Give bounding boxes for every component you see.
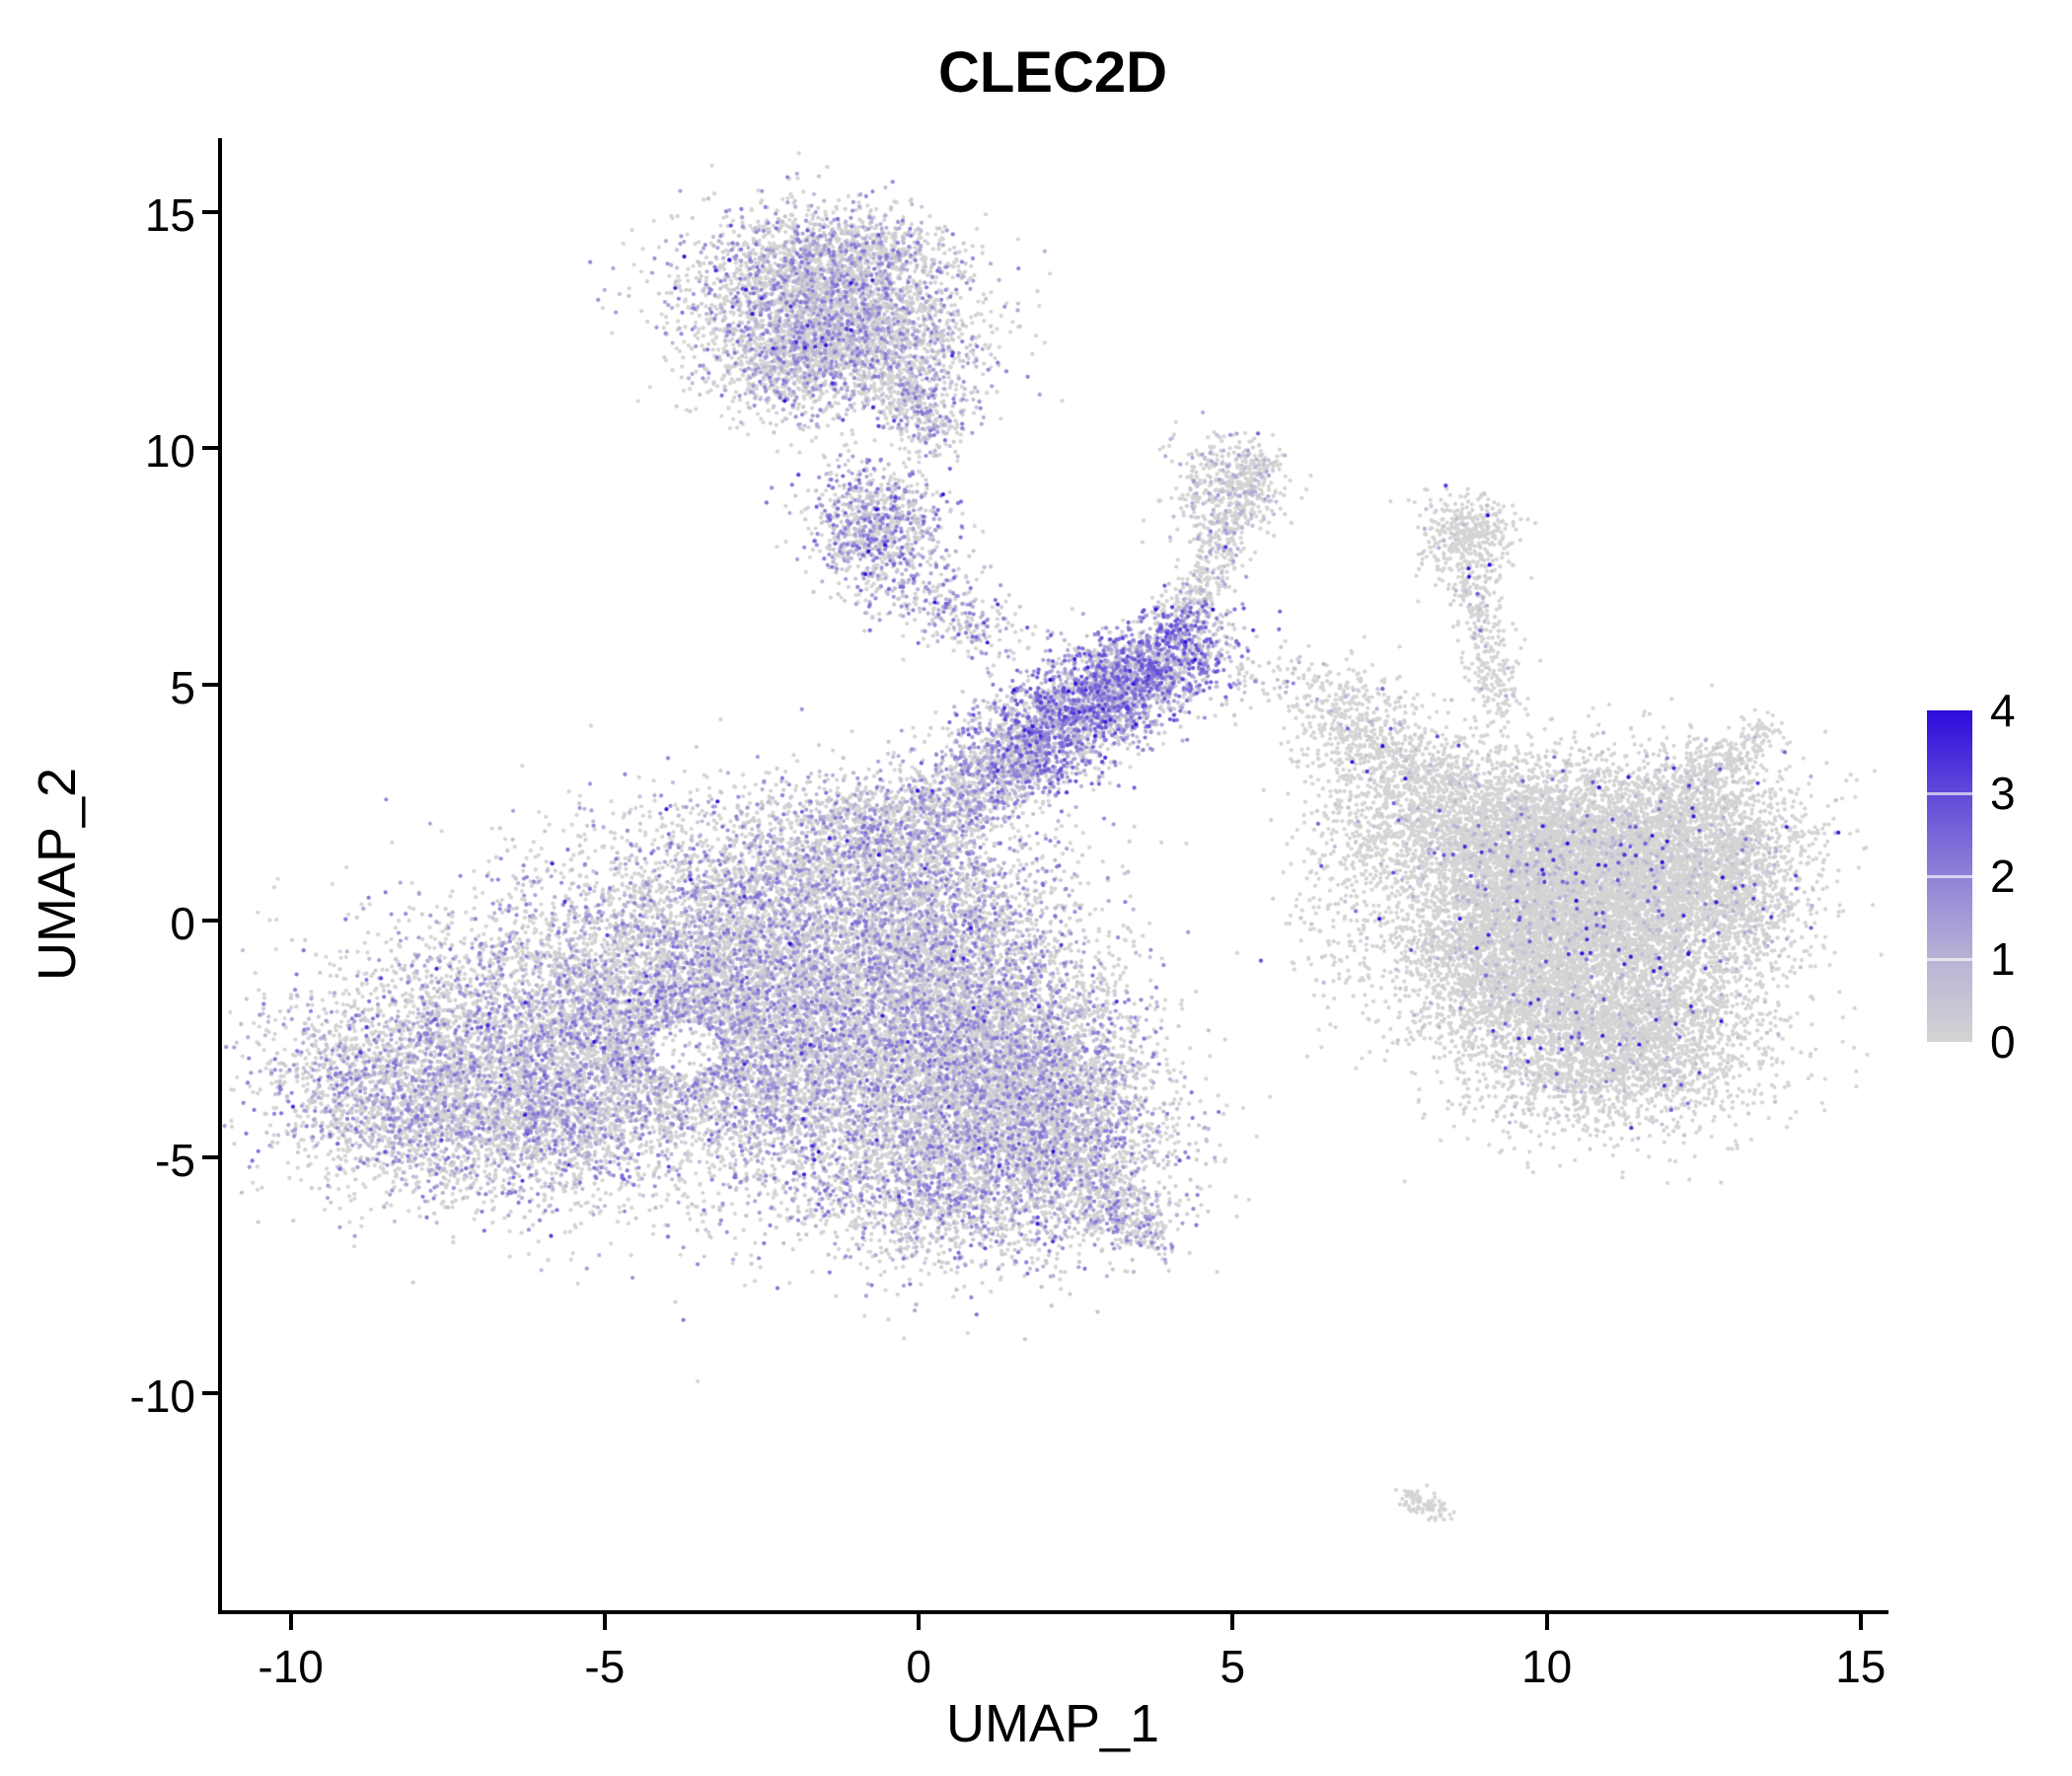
x-tick-mark	[1544, 1614, 1549, 1630]
scatter-canvas	[221, 138, 1885, 1610]
y-tick-label: 15	[144, 188, 195, 241]
y-tick-label: -10	[129, 1370, 195, 1423]
legend-break-label: 0	[1990, 1016, 2016, 1068]
y-tick-label: 0	[170, 898, 195, 950]
y-axis-label: UMAP_2	[28, 767, 87, 982]
legend-break-tick	[1927, 792, 1972, 795]
x-tick-label: 15	[1835, 1641, 1887, 1692]
x-tick-label: -10	[258, 1641, 324, 1692]
y-axis-line	[218, 138, 222, 1614]
y-tick-label: 5	[170, 661, 195, 713]
x-tick-label: -5	[584, 1641, 626, 1692]
x-tick-mark	[602, 1614, 607, 1630]
y-tick-mark	[202, 1154, 218, 1159]
legend-break-label: 1	[1990, 933, 2016, 985]
x-tick-label: 10	[1520, 1641, 1573, 1692]
y-tick-mark	[202, 919, 218, 924]
x-tick-mark	[1858, 1614, 1863, 1630]
y-tick-mark	[202, 209, 218, 214]
y-tick-mark	[202, 1391, 218, 1396]
x-tick-mark	[288, 1614, 293, 1630]
x-tick-label: 0	[906, 1641, 931, 1692]
legend-break-label: 3	[1990, 768, 2016, 819]
y-tick-label: -5	[155, 1134, 195, 1186]
legend-gradient-bar	[1927, 710, 1972, 1042]
chart-title: CLEC2D	[937, 40, 1168, 105]
x-tick-mark	[917, 1614, 922, 1630]
plot-panel	[221, 138, 1885, 1610]
y-tick-mark	[202, 446, 218, 451]
legend-break-label: 4	[1990, 685, 2016, 736]
x-tick-mark	[1230, 1614, 1235, 1630]
y-tick-label: 10	[144, 425, 195, 478]
x-tick-label: 5	[1220, 1641, 1246, 1692]
legend-break-tick	[1927, 958, 1972, 961]
legend-break-tick	[1927, 875, 1972, 878]
x-axis-label: UMAP_1	[945, 1694, 1160, 1753]
x-axis-line	[218, 1610, 1888, 1614]
legend-break-label: 2	[1990, 851, 2016, 902]
y-tick-mark	[202, 682, 218, 687]
